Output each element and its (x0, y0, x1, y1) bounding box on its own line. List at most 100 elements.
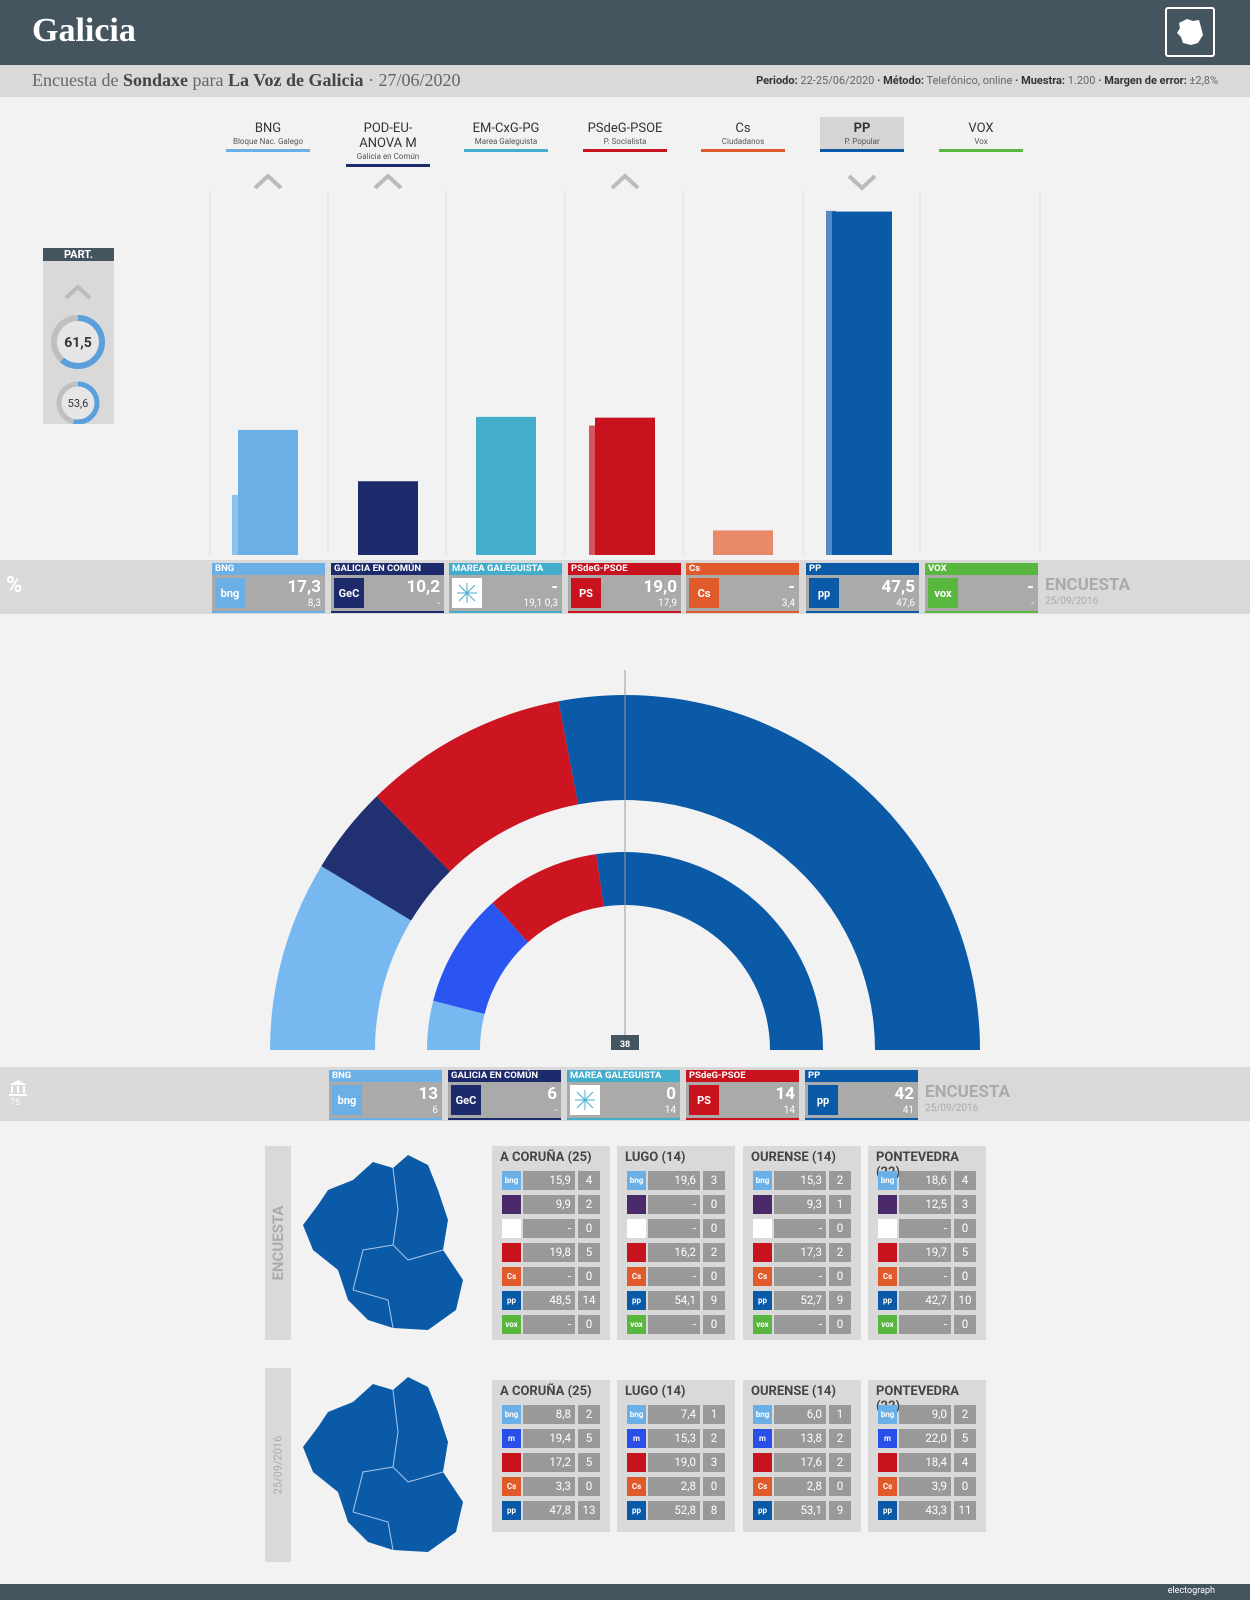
province-seats: 3 (954, 1195, 976, 1214)
participation-label: PART. (43, 248, 114, 261)
card-value: 0 (666, 1084, 676, 1104)
party-header-4: Cs Ciudadanos (701, 121, 785, 152)
header: Galicia (0, 0, 1250, 65)
province-pct: - (899, 1267, 951, 1286)
province-seats: 5 (954, 1429, 976, 1448)
party-underline (820, 149, 904, 152)
province-seats: 10 (954, 1291, 976, 1310)
province-seats: 2 (829, 1171, 851, 1190)
province-row: bng 19,6 3 (617, 1168, 735, 1192)
province-row: pp 52,8 8 (617, 1498, 735, 1522)
ps-logo-icon (627, 1243, 646, 1262)
majority-badge (611, 1035, 639, 1050)
province-row: -0 (617, 1216, 735, 1240)
province-pct: 43,3 (899, 1501, 951, 1520)
card-previous: 14 (664, 1105, 676, 1116)
province-table: LUGO (14) bng 7,4 1 m 15,3 2 19,0 3 Cs 2,8 0 pp 52,8 8 (617, 1380, 735, 1532)
province-pct: 18,4 (899, 1453, 951, 1472)
gec-logo-icon (502, 1195, 521, 1214)
province-pct: 19,8 (523, 1243, 575, 1262)
province-row: Cs 3,9 0 (868, 1474, 986, 1498)
cs-logo-icon: Cs (627, 1267, 646, 1286)
province-name: OURENSE (14) (751, 1150, 836, 1165)
cs-logo-icon: Cs (502, 1477, 521, 1496)
province-seats: 13 (578, 1501, 600, 1520)
party-logo-icon: bng (215, 578, 245, 608)
province-table: LUGO (14) bng 19,6 3-0-0 16,2 2 Cs -0 pp 54,1 9 vox… (617, 1146, 735, 1340)
participation-box: PART. 61,5 53,6 (43, 248, 114, 425)
pct-card-0: BNG bng 17,3 8,3 (212, 563, 325, 613)
province-seats: 0 (954, 1219, 976, 1238)
province-seats: 3 (703, 1453, 725, 1472)
bar-0 (238, 429, 298, 555)
card-party-label: BNG (329, 1070, 442, 1082)
province-seats: 0 (954, 1267, 976, 1286)
province-row: vox -0 (868, 1312, 986, 1336)
province-seats: 1 (703, 1405, 725, 1424)
province-row: bng 7,4 1 (617, 1402, 735, 1426)
bng-logo-icon: bng (502, 1171, 521, 1190)
province-pct: - (899, 1219, 951, 1238)
bng-logo-icon: bng (627, 1405, 646, 1424)
province-pct: 48,5 (523, 1291, 575, 1310)
pp-logo-icon: pp (502, 1501, 521, 1520)
province-seats: 9 (703, 1291, 725, 1310)
province-row: pp 54,1 9 (617, 1288, 735, 1312)
card-party-label: GALICIA EN COMÚN (331, 563, 444, 575)
province-seats: 2 (578, 1195, 600, 1214)
province-pct: 12,5 (899, 1195, 951, 1214)
province-seats: 2 (703, 1243, 725, 1262)
pct-card-4: Cs Cs -3,4 (686, 563, 799, 613)
province-pct: 6,0 (774, 1405, 826, 1424)
gec-logo-icon (627, 1195, 646, 1214)
province-row: -0 (617, 1192, 735, 1216)
majority-value: 38 (620, 1040, 630, 1050)
card-previous: 19,1 0,3 (523, 598, 558, 609)
card-party-label: BNG (212, 563, 325, 575)
galicia-map-icon (1165, 7, 1215, 57)
province-seats: 0 (954, 1477, 976, 1496)
poll-details: Periodo: 22-25/06/2020 · Método: Telefón… (756, 74, 1218, 87)
card-bottom-bar (806, 611, 919, 613)
province-seats: 0 (829, 1477, 851, 1496)
card-value: 42 (894, 1084, 914, 1104)
province-pct: - (523, 1219, 575, 1238)
province-pct: 3,9 (899, 1477, 951, 1496)
province-row: 19,8 5 (492, 1240, 610, 1264)
province-seats: 5 (954, 1243, 976, 1262)
party-logo-icon: PS (689, 1085, 719, 1115)
province-pct: 2,8 (774, 1477, 826, 1496)
province-pct: 19,7 (899, 1243, 951, 1262)
province-seats: 2 (703, 1429, 725, 1448)
bar-5 (832, 211, 892, 555)
party-logo-icon: pp (808, 1085, 838, 1115)
card-bottom-bar (329, 1118, 442, 1120)
party-logo-icon: GeC (334, 578, 364, 608)
province-seats: 0 (703, 1267, 725, 1286)
card-previous: 3,4 (781, 598, 795, 609)
card-party-label: GALICIA EN COMÚN (448, 1070, 561, 1082)
province-row: 19,0 3 (617, 1450, 735, 1474)
province-row: Cs -0 (617, 1264, 735, 1288)
card-party-label: Cs (686, 563, 799, 575)
up-chevron-icon (253, 173, 283, 190)
party-name: VOX (968, 121, 994, 136)
card-previous: 8,3 (307, 598, 321, 609)
province-seats: 11 (954, 1501, 976, 1520)
province-seats: 4 (954, 1171, 976, 1190)
pct-card-1: GALICIA EN COMÚN GeC 10,2- (331, 563, 444, 613)
province-name: A CORUÑA (25) (500, 1384, 592, 1399)
province-row: Cs 2,8 0 (743, 1474, 861, 1498)
province-seats: 0 (703, 1315, 725, 1334)
card-previous: 41 (902, 1105, 914, 1116)
province-table: OURENSE (14) bng 6,0 1 m 13,8 2 17,6 2 Cs 2,8 0 pp 53… (743, 1380, 861, 1532)
province-pct: 7,4 (648, 1405, 700, 1424)
province-row: vox -0 (743, 1312, 861, 1336)
card-bottom-bar (567, 1118, 680, 1120)
seats-total: 75 (10, 1098, 21, 1108)
party-logo-icon: pp (809, 578, 839, 608)
bar-4 (713, 530, 773, 555)
province-table: PONTEVEDRA (22)bng9,02m22,0518,44Cs3,90p… (868, 1380, 986, 1532)
previous-date-seats: 25/09/2016 (925, 1103, 979, 1114)
province-name: LUGO (14) (625, 1150, 686, 1165)
